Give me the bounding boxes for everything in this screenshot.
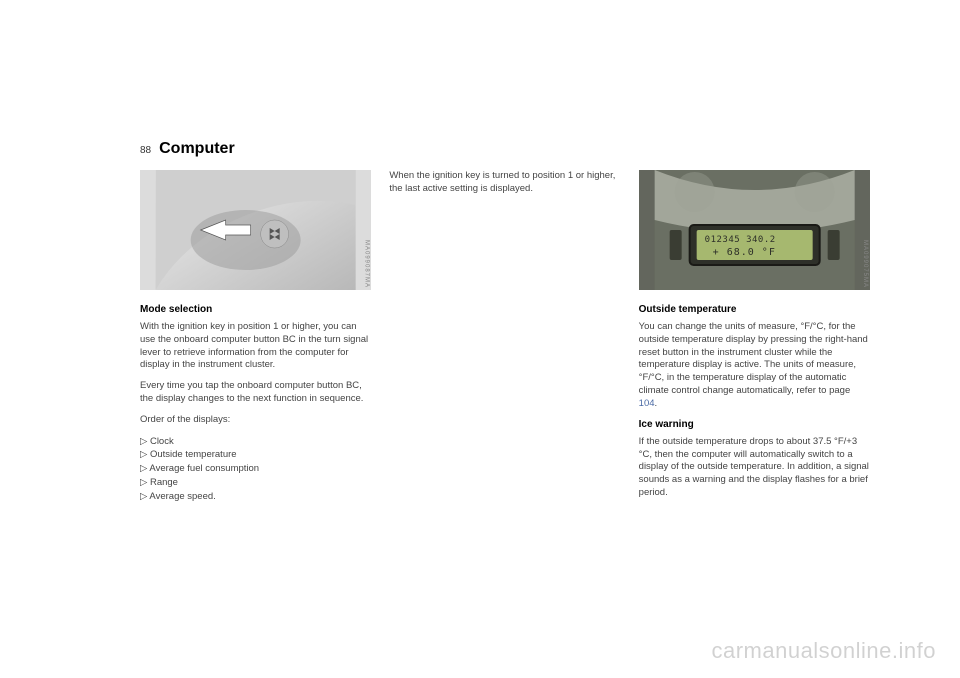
page-number: 88 [140,145,151,156]
paragraph: When the ignition key is turned to posit… [389,170,620,196]
paragraph: Every time you tap the onboard computer … [140,380,371,406]
page-header: 88 Computer [140,140,870,158]
figure-turn-signal-lever: MA099087MA [140,170,371,290]
heading-outside-temperature: Outside temperature [639,304,870,315]
content-columns: MA099087MA Mode selection With the ignit… [140,170,870,512]
display-order-list: Clock Outside temperature Average fuel c… [140,435,371,504]
list-item: Average speed. [140,490,371,504]
paragraph: With the ignition key in position 1 or h… [140,321,371,372]
heading-ice-warning: Ice warning [639,419,870,430]
paragraph: If the outside temperature drops to abou… [639,436,870,500]
column-2: When the ignition key is turned to posit… [389,170,620,512]
page-link-104[interactable]: 104 [639,398,655,409]
order-label: Order of the displays: [140,414,371,427]
svg-text:012345 340.2: 012345 340.2 [704,235,775,245]
list-item: Outside temperature [140,448,371,462]
watermark-text: carmanualsonline.info [711,638,936,664]
list-item: Clock [140,435,371,449]
figure-label: MA099075MA [862,240,868,288]
figure-instrument-display: 012345 340.2 + 68.0 °F MA099075MA [639,170,870,290]
list-item: Average fuel consumption [140,462,371,476]
manual-page: 88 Computer [0,0,960,552]
text-span: You can change the units of measure, °F/… [639,321,868,396]
paragraph: You can change the units of measure, °F/… [639,321,870,411]
figure-label: MA099087MA [363,240,369,288]
list-item: Range [140,476,371,490]
text-span: . [655,398,658,409]
column-3: 012345 340.2 + 68.0 °F MA099075MA Outsid… [639,170,870,512]
page-title: Computer [159,140,235,158]
heading-mode-selection: Mode selection [140,304,371,315]
svg-text:+ 68.0 °F: + 68.0 °F [712,247,775,258]
column-1: MA099087MA Mode selection With the ignit… [140,170,371,512]
